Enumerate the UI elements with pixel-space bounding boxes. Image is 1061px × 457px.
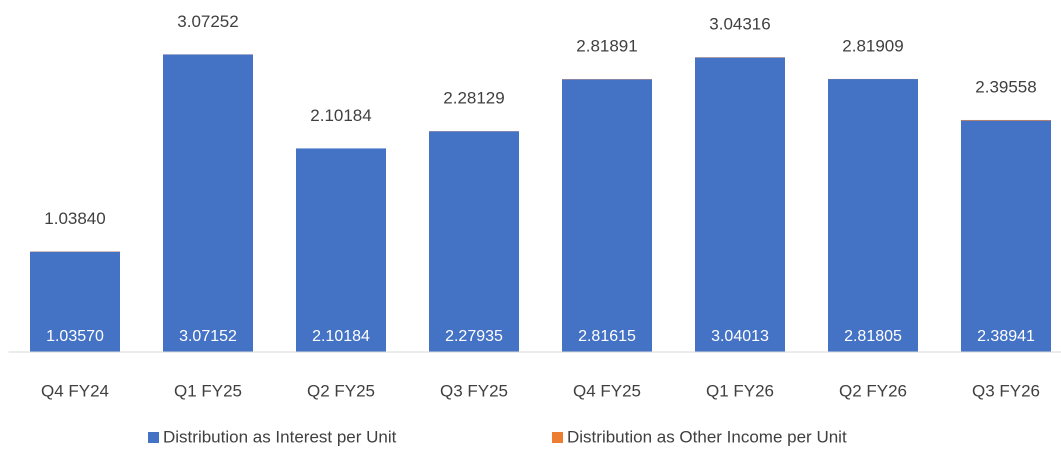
x-tick-label: Q1 FY26 [706, 381, 774, 400]
x-tick-label: Q3 FY26 [972, 381, 1040, 400]
total-label: 2.81909 [842, 36, 903, 55]
total-label: 2.10184 [310, 106, 371, 125]
bar-value-label: 2.81615 [578, 328, 636, 345]
x-tick-label: Q3 FY25 [440, 381, 508, 400]
bar-value-label: 3.04013 [711, 328, 769, 345]
total-label: 3.07252 [177, 12, 238, 31]
bar-value-label: 2.38941 [977, 328, 1035, 345]
x-tick-label: Q4 FY24 [41, 381, 109, 400]
bar-segment [828, 79, 918, 352]
legend-swatch [148, 432, 159, 443]
total-label: 2.28129 [443, 89, 504, 108]
x-tick-label: Q2 FY26 [839, 381, 907, 400]
x-tick-label: Q4 FY25 [573, 381, 641, 400]
legend-swatch [552, 432, 563, 443]
bar-value-label: 2.10184 [312, 328, 370, 345]
total-label: 2.39558 [975, 77, 1036, 96]
x-tick-label: Q1 FY25 [174, 381, 242, 400]
bar-value-label: 3.07152 [179, 328, 237, 345]
bar-segment [163, 54, 253, 353]
bar-value-label: 1.03570 [46, 328, 104, 345]
bar-segment [695, 57, 785, 353]
total-label: 1.03840 [44, 209, 105, 228]
bar-segment [30, 251, 120, 352]
bar-segment [961, 119, 1051, 121]
total-label: 3.04316 [709, 15, 770, 34]
total-label: 2.81891 [576, 36, 637, 55]
bar-segment [562, 79, 652, 353]
legend-label: Distribution as Other Income per Unit [567, 427, 847, 446]
bar-segment [296, 148, 386, 352]
x-tick-label: Q2 FY25 [307, 381, 375, 400]
bar-value-label: 2.81805 [844, 328, 902, 345]
bar-segment [429, 131, 519, 352]
bar-segment [961, 120, 1051, 352]
bar-value-label: 2.27935 [445, 328, 503, 345]
legend-label: Distribution as Interest per Unit [163, 427, 397, 446]
